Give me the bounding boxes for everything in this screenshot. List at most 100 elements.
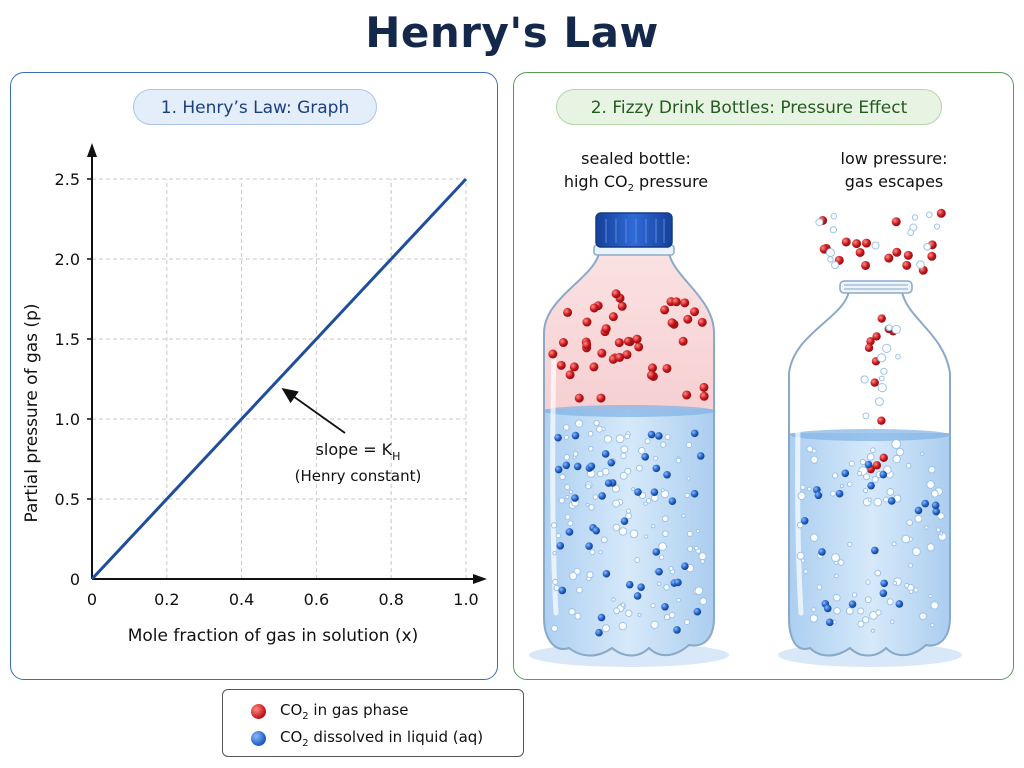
rising-gas-molecule <box>870 378 879 387</box>
bubble <box>916 260 925 269</box>
bubble <box>831 553 841 563</box>
dissolved-molecule <box>871 546 879 555</box>
sealed-bottle-label: sealed bottle: high CO2 pressure <box>563 149 709 195</box>
bubble <box>611 484 620 493</box>
henry-law-chart: 0 0.2 0.4 0.6 0.8 1.0 0 0.5 1.0 1.5 2.0 2.5 Mole fr… <box>22 143 487 646</box>
bubble <box>686 476 691 481</box>
bubble <box>686 530 693 537</box>
bubble <box>625 512 632 520</box>
bubble <box>551 624 559 633</box>
dissolved-molecule <box>823 604 832 613</box>
gas-molecule <box>671 297 681 307</box>
bubble <box>644 534 649 539</box>
bottles-panel: 2. Fizzy Drink Bottles: Pressure Effect … <box>513 72 1014 680</box>
gas-molecule <box>569 362 579 372</box>
gas-molecule <box>617 301 627 311</box>
bubble <box>832 593 841 602</box>
dissolved-molecule <box>595 628 603 637</box>
bubble <box>846 481 853 488</box>
bubble <box>637 612 642 617</box>
bubble <box>687 545 694 552</box>
bubble <box>832 472 839 479</box>
escaping-gas-molecule <box>861 238 871 248</box>
y-tick-label: 0.5 <box>55 490 80 509</box>
escaping-gas-molecule <box>903 250 913 260</box>
bubble <box>873 497 883 507</box>
bubble <box>927 465 936 474</box>
escaping-gas-molecule <box>855 247 865 257</box>
bubble <box>837 559 845 566</box>
bubble <box>815 218 824 227</box>
bubble <box>555 533 562 539</box>
gas-molecule <box>558 338 568 348</box>
dissolved-molecule <box>880 579 888 588</box>
dissolved-molecule <box>818 548 826 556</box>
rising-gas-molecule <box>864 343 874 352</box>
bubble <box>877 353 887 363</box>
dissolved-molecule <box>879 589 888 598</box>
gas-molecule <box>646 370 656 380</box>
bubble <box>550 522 558 529</box>
bubble <box>700 558 705 564</box>
bubble <box>939 531 944 536</box>
gas-molecule <box>662 363 672 373</box>
bubble <box>663 584 670 591</box>
bubble <box>906 519 914 527</box>
bubble <box>568 608 576 616</box>
bubble <box>568 571 578 581</box>
dissolved-molecule <box>841 469 850 478</box>
bubble <box>663 614 671 621</box>
bubble <box>587 445 594 452</box>
dissolved-molecule <box>652 464 661 473</box>
bubble <box>597 470 604 478</box>
escaping-gas-molecule <box>927 251 937 261</box>
bubble <box>892 454 901 464</box>
x-tick-label: 0.2 <box>154 590 179 609</box>
bubble <box>681 513 686 518</box>
bubble <box>928 593 933 599</box>
bubble <box>600 536 608 544</box>
y-tick-label: 2.5 <box>55 170 80 189</box>
bubble <box>658 554 665 560</box>
bubble <box>589 549 596 556</box>
bubble <box>686 442 693 449</box>
bubble <box>882 343 892 354</box>
dissolved-molecule <box>835 489 844 498</box>
dissolved-molecule <box>674 578 682 587</box>
bubble <box>867 497 872 502</box>
bubble <box>661 515 669 523</box>
bubble <box>694 586 704 596</box>
dissolved-molecule <box>562 461 571 470</box>
bubble <box>592 494 599 500</box>
blue-molecule-icon <box>251 730 266 746</box>
bubble <box>676 597 681 603</box>
bubble <box>572 451 579 457</box>
bubble <box>848 460 855 467</box>
bubble <box>664 434 671 440</box>
x-axis-arrowhead <box>473 574 487 584</box>
bubble <box>796 521 804 529</box>
bubble <box>883 496 890 503</box>
dissolved-molecule <box>647 430 656 439</box>
gas-molecule <box>683 314 693 324</box>
y-tick-label: 0 <box>70 570 80 589</box>
bubble <box>620 602 626 608</box>
dissolved-molecule <box>655 432 663 440</box>
bubble <box>593 419 600 427</box>
bubble <box>827 256 834 263</box>
bubble <box>937 512 945 520</box>
bubble <box>684 619 690 626</box>
dissolved-molecule <box>554 465 563 474</box>
henry-law-line <box>90 177 468 581</box>
y-axis-arrowhead <box>87 143 97 157</box>
bubble <box>865 579 871 585</box>
bubble <box>875 609 882 616</box>
gas-molecule <box>601 324 611 334</box>
open-bottle <box>788 208 951 657</box>
bubble <box>862 473 870 481</box>
bubble <box>816 584 823 590</box>
gas-molecule <box>608 312 618 322</box>
bubble <box>859 458 867 466</box>
sealed-bottle <box>543 212 715 657</box>
gas-molecule <box>582 317 592 327</box>
